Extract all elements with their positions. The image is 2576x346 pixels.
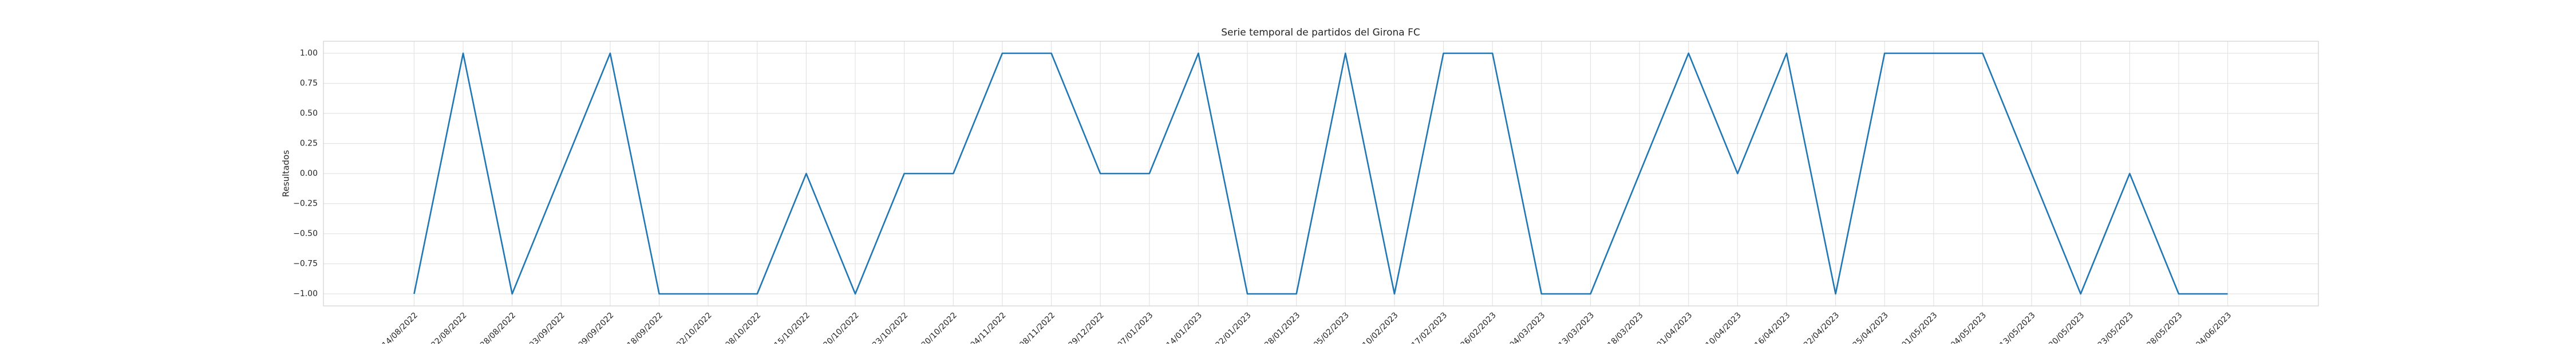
y-tick-label: −0.25	[293, 199, 318, 209]
y-tick-label: −0.50	[293, 229, 318, 238]
chart-title: Serie temporal de partidos del Girona FC	[1221, 27, 1420, 38]
y-tick-label: 1.00	[300, 49, 318, 58]
y-tick-label: 0.00	[300, 169, 318, 178]
y-axis-label: Resultados	[281, 150, 291, 197]
y-tick-label: −0.75	[293, 260, 318, 269]
y-tick-label: 0.25	[300, 139, 318, 148]
y-tick-label: 0.50	[300, 109, 318, 118]
plot-frame	[323, 41, 2319, 306]
y-tick-label: −1.00	[293, 289, 318, 298]
data-line	[413, 52, 2228, 295]
y-tick-label: 0.75	[300, 79, 318, 88]
